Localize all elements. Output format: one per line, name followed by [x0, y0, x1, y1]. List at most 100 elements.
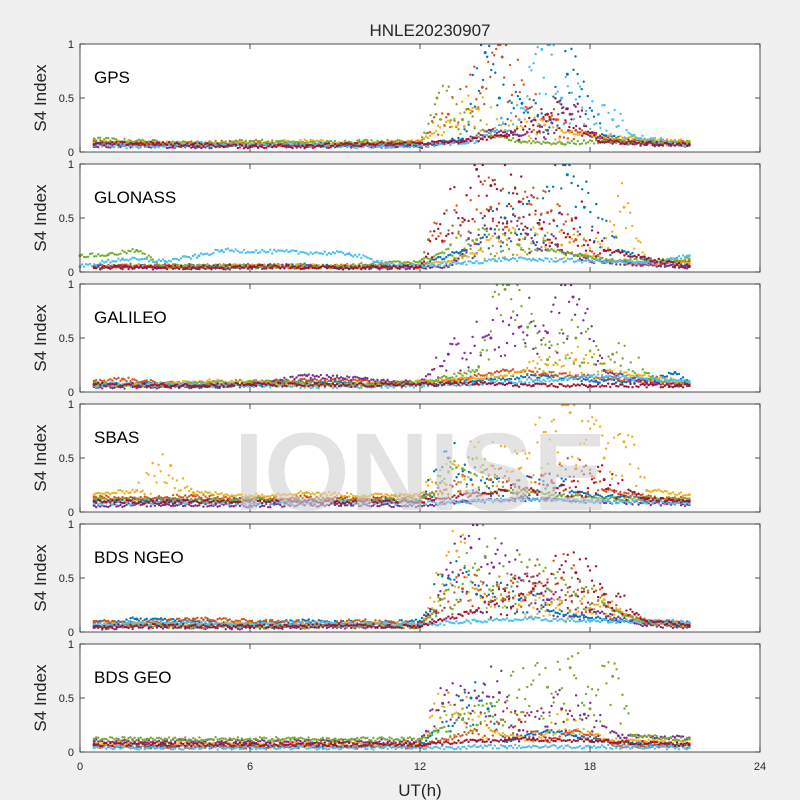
data-point	[199, 252, 203, 255]
data-point	[260, 385, 264, 388]
data-point	[529, 137, 532, 140]
data-point	[439, 223, 442, 226]
data-point	[584, 378, 587, 382]
data-point	[518, 90, 522, 94]
data-point	[501, 228, 505, 231]
data-point	[331, 378, 335, 381]
data-point	[177, 267, 181, 271]
data-point	[513, 129, 517, 132]
data-point	[339, 141, 343, 145]
data-point	[598, 381, 601, 384]
data-point	[356, 139, 359, 142]
data-point	[679, 143, 683, 146]
data-point	[424, 255, 428, 258]
data-point	[471, 139, 474, 142]
data-point	[343, 142, 347, 146]
data-point	[471, 73, 475, 77]
data-point	[477, 249, 480, 252]
data-point	[673, 144, 677, 147]
data-point	[526, 130, 529, 134]
data-point	[564, 143, 567, 146]
data-point	[475, 242, 478, 246]
data-point	[184, 380, 187, 383]
data-point	[631, 224, 634, 228]
data-point	[376, 265, 379, 268]
data-point	[623, 142, 626, 146]
data-point	[364, 255, 367, 258]
data-point	[349, 146, 353, 149]
data-point	[163, 145, 167, 148]
data-point	[554, 97, 557, 100]
data-point	[625, 258, 628, 262]
data-point	[620, 182, 624, 185]
data-point	[558, 140, 561, 143]
data-point	[564, 75, 567, 79]
data-point	[499, 245, 503, 248]
data-point	[380, 259, 383, 263]
data-point	[495, 260, 499, 263]
data-point	[562, 231, 566, 235]
data-point	[651, 381, 654, 384]
data-point	[578, 133, 581, 137]
data-point	[637, 253, 640, 257]
data-point	[564, 119, 567, 122]
data-point	[94, 255, 98, 258]
data-point	[165, 261, 169, 264]
data-point	[161, 258, 165, 261]
data-point	[647, 140, 650, 144]
data-point	[570, 257, 573, 260]
data-point	[590, 139, 594, 143]
y-axis-label: S4 Index	[31, 64, 50, 132]
data-point	[135, 257, 138, 261]
data-point	[586, 141, 590, 144]
data-point	[141, 252, 144, 255]
data-point	[588, 238, 592, 242]
data-point	[473, 241, 476, 245]
data-point	[451, 96, 454, 100]
data-point	[479, 92, 482, 95]
data-point	[556, 118, 560, 121]
data-point	[489, 252, 493, 256]
data-point	[370, 146, 373, 149]
data-point	[376, 142, 379, 146]
data-point	[453, 209, 456, 212]
data-point	[550, 111, 553, 115]
data-point	[477, 175, 480, 178]
data-point	[499, 129, 503, 132]
data-point	[547, 189, 551, 193]
data-point	[441, 112, 444, 115]
data-point	[127, 141, 130, 144]
data-point	[153, 260, 157, 264]
data-point	[509, 139, 513, 142]
data-point	[177, 142, 181, 146]
data-point	[192, 265, 195, 269]
data-point	[558, 372, 561, 375]
data-point	[394, 265, 397, 268]
data-point	[469, 102, 472, 106]
data-point	[473, 377, 476, 380]
data-point	[200, 266, 203, 269]
data-point	[540, 249, 543, 252]
data-point	[500, 55, 504, 59]
data-point	[559, 99, 562, 102]
data-point	[471, 217, 474, 221]
data-point	[540, 107, 543, 111]
data-point	[337, 144, 341, 147]
data-point	[550, 53, 553, 56]
data-point	[588, 131, 592, 134]
data-point	[561, 106, 564, 110]
data-point	[267, 264, 270, 267]
data-point	[115, 138, 118, 141]
data-point	[139, 258, 142, 261]
data-point	[463, 128, 466, 131]
data-point	[481, 377, 484, 381]
data-point	[234, 265, 238, 268]
data-point	[643, 143, 646, 147]
data-point	[497, 375, 501, 378]
data-point	[453, 119, 456, 123]
data-point	[487, 128, 491, 132]
data-point	[200, 143, 203, 146]
data-point	[580, 379, 583, 383]
data-point	[402, 141, 406, 144]
data-point	[542, 241, 545, 244]
